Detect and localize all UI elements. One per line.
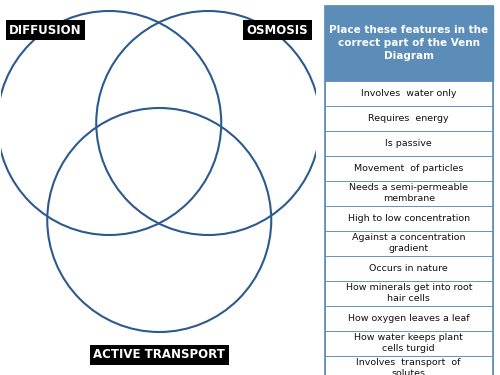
Text: Involves  transport  of
solutes: Involves transport of solutes xyxy=(356,358,461,375)
Text: ACTIVE TRANSPORT: ACTIVE TRANSPORT xyxy=(94,348,225,361)
FancyBboxPatch shape xyxy=(325,106,492,130)
Text: How oxygen leaves a leaf: How oxygen leaves a leaf xyxy=(348,314,470,322)
Text: DIFFUSION: DIFFUSION xyxy=(10,24,82,36)
Text: Is passive: Is passive xyxy=(386,139,432,148)
FancyBboxPatch shape xyxy=(325,231,492,256)
Text: How water keeps plant
cells turgid: How water keeps plant cells turgid xyxy=(354,333,463,353)
FancyBboxPatch shape xyxy=(325,356,492,375)
Text: High to low concentration: High to low concentration xyxy=(348,214,470,223)
FancyBboxPatch shape xyxy=(325,156,492,181)
Text: Needs a semi-permeable
membrane: Needs a semi-permeable membrane xyxy=(349,183,468,203)
FancyBboxPatch shape xyxy=(325,256,492,280)
Text: Involves  water only: Involves water only xyxy=(361,88,456,98)
FancyBboxPatch shape xyxy=(325,81,492,106)
Text: Movement  of particles: Movement of particles xyxy=(354,164,464,172)
Text: Against a concentration
gradient: Against a concentration gradient xyxy=(352,233,466,253)
FancyBboxPatch shape xyxy=(325,331,492,356)
FancyBboxPatch shape xyxy=(325,6,492,81)
FancyBboxPatch shape xyxy=(325,306,492,331)
FancyBboxPatch shape xyxy=(325,280,492,306)
Text: Occurs in nature: Occurs in nature xyxy=(370,264,448,273)
FancyBboxPatch shape xyxy=(325,130,492,156)
Text: Requires  energy: Requires energy xyxy=(368,114,449,123)
Text: Place these features in the
correct part of the Venn
Diagram: Place these features in the correct part… xyxy=(329,25,488,62)
Text: OSMOSIS: OSMOSIS xyxy=(246,24,308,36)
Text: How minerals get into root
hair cells: How minerals get into root hair cells xyxy=(346,284,472,303)
FancyBboxPatch shape xyxy=(325,181,492,206)
FancyBboxPatch shape xyxy=(325,206,492,231)
